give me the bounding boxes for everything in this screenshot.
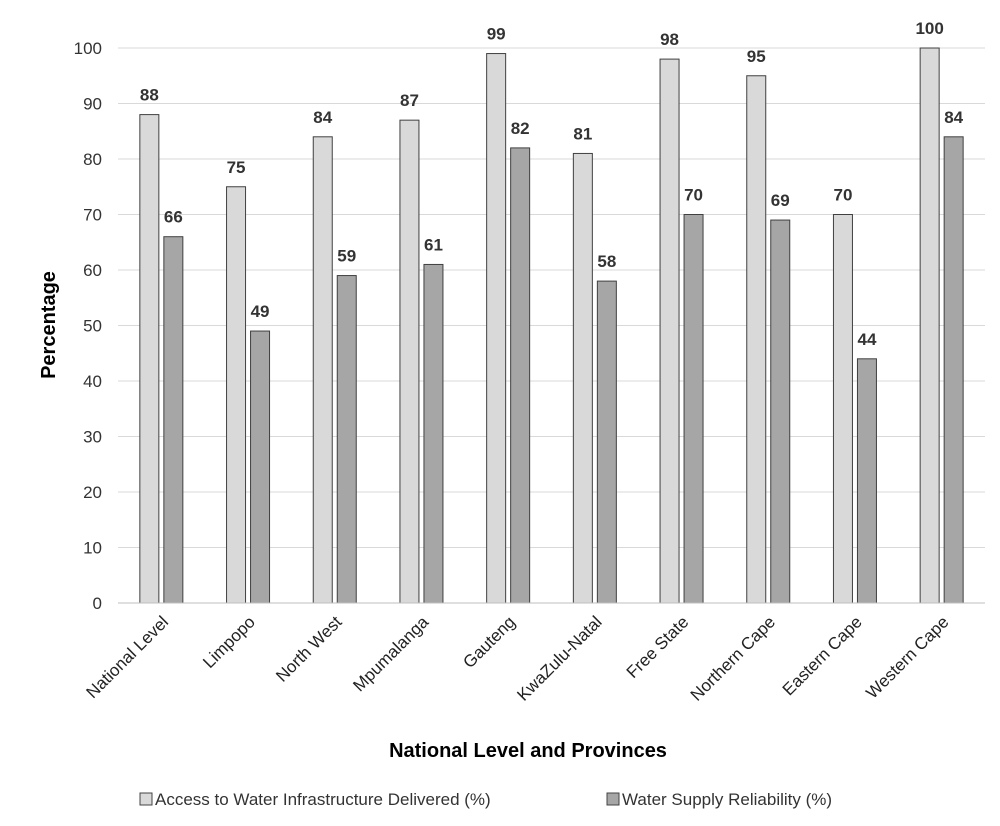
x-category-label: National Level [83,612,173,702]
legend-label-access: Access to Water Infrastructure Delivered… [155,790,491,809]
data-label: 95 [747,47,766,66]
gridlines [118,47,985,548]
x-axis-categories: National Level Limpopo North West Mpumalang… [83,612,953,705]
data-label: 81 [573,124,592,143]
bar-access [399,119,420,604]
data-label: 100 [915,19,943,38]
bar-reliability [163,236,184,604]
legend-label-reliability: Water Supply Reliability (%) [622,790,832,809]
bar-access [572,152,593,604]
bar-access [486,53,507,604]
bar-access [659,58,680,604]
bar-access [832,214,853,604]
y-tick-label: 40 [83,372,102,391]
y-tick-label: 90 [83,95,102,114]
y-tick-label: 0 [93,594,102,613]
x-axis-title: National Level and Provinces [389,740,667,762]
bar-reliability [423,263,444,604]
y-tick-label: 50 [83,317,102,336]
data-labels: 88 66 75 49 84 59 87 61 99 82 81 58 98 70 95 69 70 44 100 8… [140,19,964,349]
data-label: 58 [597,252,616,271]
data-label: 61 [424,235,443,254]
data-label: 99 [487,25,506,44]
y-axis-title: Percentage [38,271,60,379]
x-category-label: Eastern Cape [779,612,866,699]
data-label: 70 [833,186,852,205]
data-label: 69 [771,191,790,210]
y-tick-label: 80 [83,150,102,169]
x-category-label: Free State [623,612,693,682]
y-axis-ticks: 0 10 20 30 40 50 60 70 80 90 100 [74,39,102,613]
data-label: 88 [140,86,159,105]
legend: Access to Water Infrastructure Delivered… [139,790,832,809]
bar-access [139,114,160,604]
data-label: 84 [944,108,963,127]
bar-reliability [510,147,531,604]
bar-reliability [943,136,964,604]
y-tick-label: 30 [83,428,102,447]
x-category-label: North West [272,612,346,686]
bar-reliability [250,330,271,604]
data-label: 44 [857,330,876,349]
bar-reliability [770,219,791,604]
x-category-label: Northern Cape [687,612,779,704]
y-tick-label: 70 [83,206,102,225]
data-label: 49 [251,302,270,321]
data-label: 84 [313,108,332,127]
y-tick-label: 100 [74,39,102,58]
data-label: 59 [337,247,356,266]
data-label: 70 [684,186,703,205]
bar-reliability [336,275,357,604]
data-label: 82 [511,119,530,138]
bar-access [746,75,767,604]
y-tick-label: 10 [83,539,102,558]
data-label: 75 [227,158,246,177]
bar-access [226,186,247,604]
y-tick-label: 20 [83,483,102,502]
y-tick-label: 60 [83,261,102,280]
x-category-label: Gauteng [459,612,519,672]
bar-reliability [596,280,617,604]
x-category-label: Limpopo [199,612,259,672]
x-category-label: KwaZulu-Natal [513,612,605,704]
bar-reliability [683,214,704,604]
bars [139,47,964,604]
bar-access [919,47,940,604]
data-label: 87 [400,91,419,110]
data-label: 98 [660,30,679,49]
bar-reliability [856,358,877,604]
x-category-label: Mpumalanga [349,612,432,695]
x-category-label: Western Cape [862,612,952,702]
legend-swatch-access [139,792,153,806]
legend-swatch-reliability [606,792,620,806]
data-label: 66 [164,208,183,227]
bar-access [312,136,333,604]
